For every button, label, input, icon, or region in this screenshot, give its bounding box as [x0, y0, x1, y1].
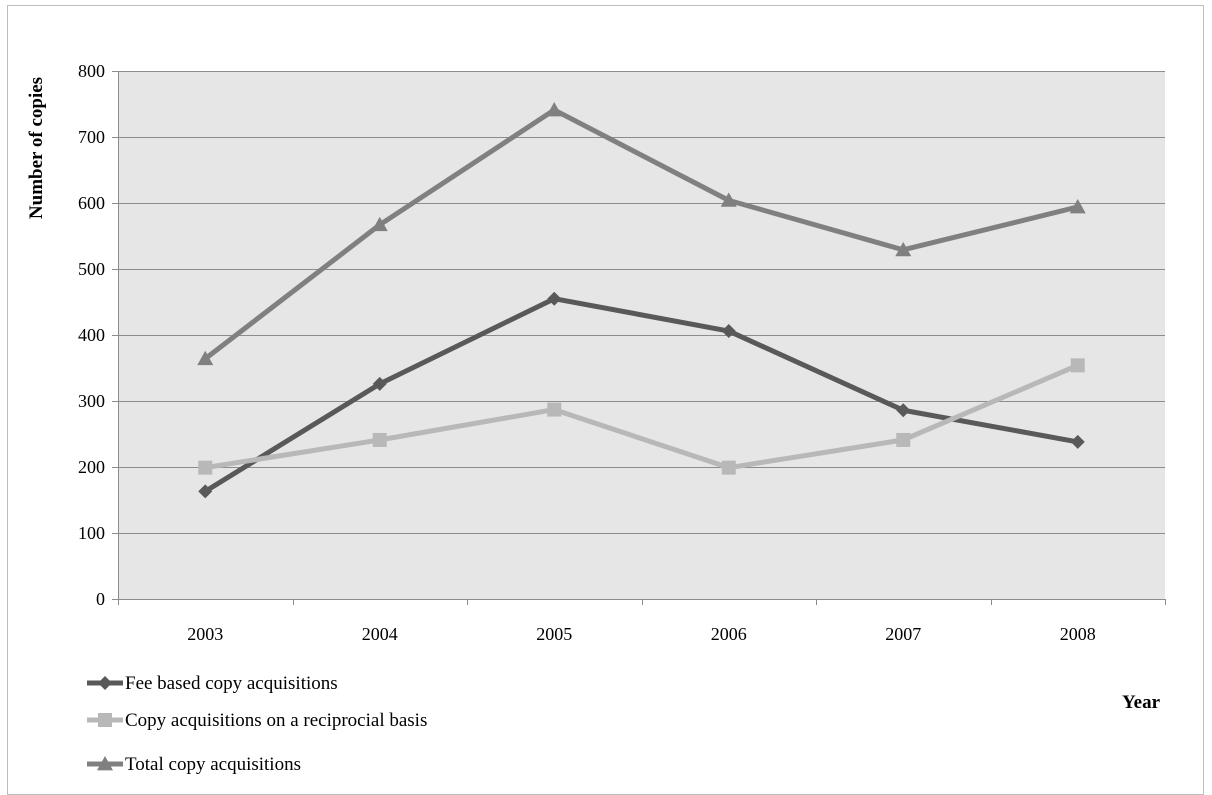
legend-marker-3 — [97, 756, 113, 771]
x-tick-label-2006: 2006 — [711, 624, 747, 644]
series-1-point-2004 — [372, 376, 387, 391]
axes — [112, 71, 1166, 605]
y-tick-label-200: 200 — [78, 457, 105, 477]
series-3-point-2004 — [371, 216, 388, 232]
legend-item-3: Total copy acquisitions — [87, 754, 301, 775]
legend: Fee based copy acquisitions Copy acquisit… — [87, 673, 427, 775]
y-tick-label-100: 100 — [78, 523, 105, 543]
series-1-point-2006 — [721, 324, 736, 339]
y-tick-label-700: 700 — [78, 127, 105, 147]
series-1-point-2003 — [198, 484, 213, 499]
y-tick-label-500: 500 — [78, 259, 105, 279]
series-layer — [197, 101, 1086, 499]
series-3-point-2007 — [895, 241, 912, 257]
series-3-point-2006 — [720, 192, 737, 207]
y-axis-title: Number of copies — [26, 77, 47, 219]
series-1-line — [202, 296, 1081, 494]
y-tick-label-300: 300 — [78, 391, 105, 411]
series-3-point-2008 — [1069, 198, 1086, 214]
legend-item-2: Copy acquisitions on a reciprocial basis — [87, 710, 427, 731]
series-2-point-2008 — [1070, 358, 1085, 373]
series-2-point-2006 — [721, 460, 736, 475]
legend-label-2: Copy acquisitions on a reciprocial basis — [125, 710, 427, 731]
legend-label-3: Total copy acquisitions — [125, 754, 301, 775]
series-1 — [198, 291, 1085, 499]
x-axis-title: Year — [1122, 692, 1161, 713]
series-1-point-2007 — [896, 403, 911, 418]
series-2-point-2004 — [372, 432, 387, 447]
x-tick-label-2004: 2004 — [362, 624, 398, 644]
legend-marker-1 — [98, 676, 112, 690]
series-2 — [198, 358, 1085, 475]
y-tick-label-800: 800 — [78, 61, 105, 81]
series-2-line — [202, 362, 1081, 471]
y-tick-label-600: 600 — [78, 193, 105, 213]
series-3-point-2003 — [197, 350, 214, 366]
y-tick-label-400: 400 — [78, 325, 105, 345]
legend-marker-2 — [98, 713, 112, 727]
series-1-point-2008 — [1070, 434, 1085, 449]
series-3-point-2005 — [546, 101, 563, 117]
series-2-point-2003 — [198, 460, 213, 475]
x-tick-label-2005: 2005 — [536, 624, 572, 644]
x-tick-label-2008: 2008 — [1060, 624, 1096, 644]
y-tick-labels: 0 100 200 300 400 500 600 700 800 — [78, 61, 105, 609]
series-2-point-2007 — [896, 432, 911, 447]
x-tick-labels: 2003 2004 2005 2006 2007 2008 — [187, 624, 1096, 644]
series-2-point-2005 — [547, 402, 562, 417]
series-3-line — [202, 107, 1081, 362]
series-3 — [197, 101, 1086, 366]
series-1-point-2005 — [547, 291, 562, 306]
x-tick-label-2003: 2003 — [187, 624, 223, 644]
legend-item-1: Fee based copy acquisitions — [87, 673, 338, 694]
legend-label-1: Fee based copy acquisitions — [125, 673, 338, 694]
x-tick-label-2007: 2007 — [885, 624, 921, 644]
y-tick-label-0: 0 — [96, 589, 105, 609]
